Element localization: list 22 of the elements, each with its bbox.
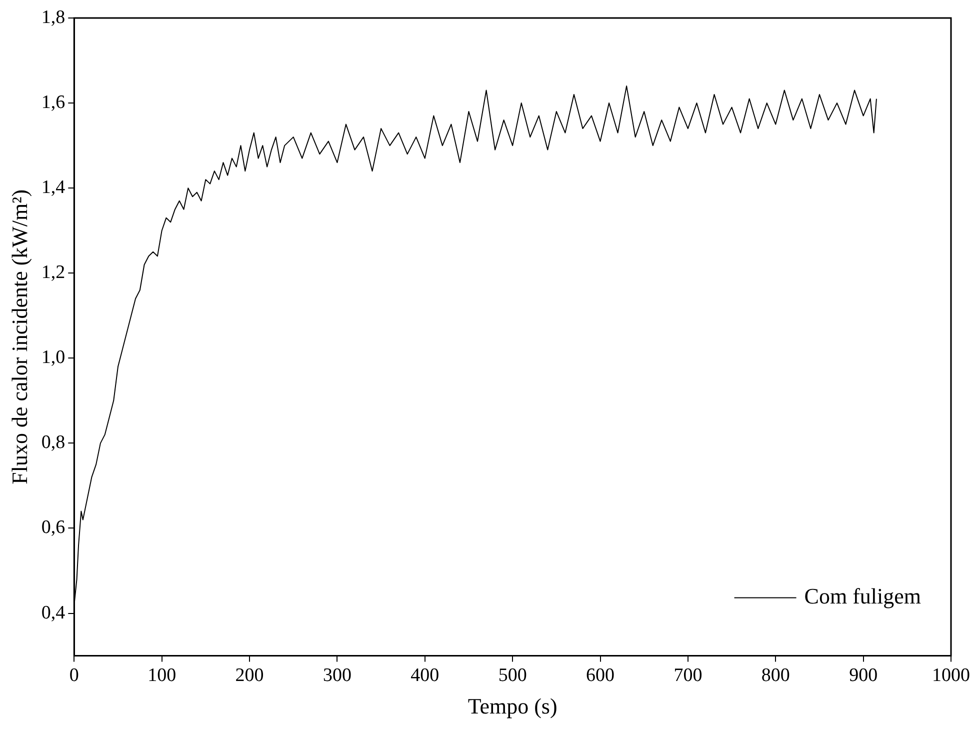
y-tick-label: 1,4 xyxy=(41,177,66,198)
x-tick-label: 100 xyxy=(148,665,176,686)
y-axis-title: Fluxo de calor incidente (kW/m²) xyxy=(6,189,32,484)
y-tick-label: 1,6 xyxy=(41,92,66,114)
y-tick-label: 1,2 xyxy=(41,262,66,284)
x-tick-label: 500 xyxy=(498,665,527,686)
y-tick-label: 0,8 xyxy=(41,432,66,454)
x-tick-label: 300 xyxy=(322,665,352,686)
x-axis-title: Tempo (s) xyxy=(468,694,558,719)
x-tick-label: 900 xyxy=(849,665,878,686)
x-tick-label: 800 xyxy=(761,665,790,686)
x-tick-label: 0 xyxy=(69,665,79,686)
x-tick-label: 400 xyxy=(410,665,440,686)
x-tick-label: 200 xyxy=(235,665,264,686)
y-tick-label: 0,4 xyxy=(41,602,66,624)
y-tick-label: 1,0 xyxy=(41,347,66,368)
x-tick-label: 600 xyxy=(586,665,615,686)
y-tick-label: 1,8 xyxy=(41,6,66,28)
y-tick-label: 0,6 xyxy=(41,517,66,538)
x-tick-label: 700 xyxy=(674,665,702,686)
x-tick-label: 1000 xyxy=(932,665,970,686)
legend-label: Com fuligem xyxy=(804,584,922,609)
